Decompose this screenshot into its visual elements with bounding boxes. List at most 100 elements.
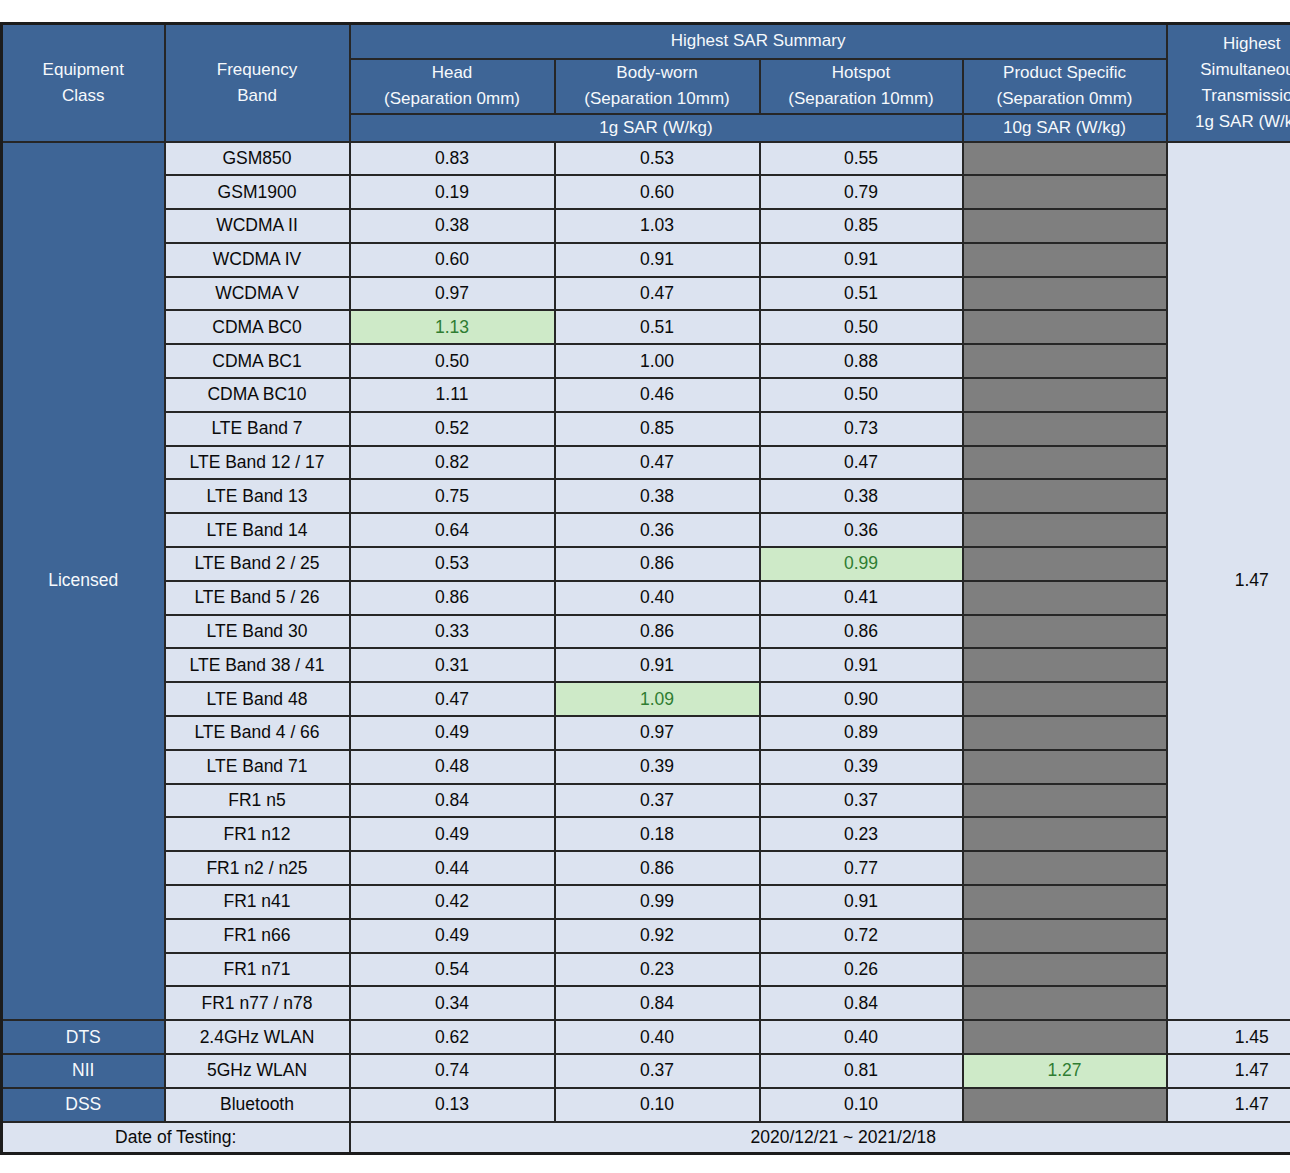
hotspot-sar-cell: 0.47 [760, 446, 963, 480]
table-row: FR1 n77 / n780.340.840.84 [2, 986, 1290, 1020]
body-sar-cell: 0.53 [555, 142, 760, 176]
table-row: NII5GHz WLAN0.740.370.811.271.47 [2, 1054, 1290, 1088]
body-sar-cell: 0.10 [555, 1088, 760, 1122]
product-specific-na-cell [963, 784, 1167, 818]
frequency-band-cell: LTE Band 38 / 41 [165, 648, 350, 682]
head-sar-cell: 0.82 [350, 446, 555, 480]
product-specific-na-cell [963, 953, 1167, 987]
frequency-band-cell: FR1 n41 [165, 885, 350, 919]
head-sar-cell: 0.52 [350, 412, 555, 446]
body-sar-cell: 0.23 [555, 953, 760, 987]
column-separation: (Separation 0mm) [353, 86, 552, 112]
body-sar-cell: 0.85 [555, 412, 760, 446]
hotspot-sar-cell: 0.99 [760, 547, 963, 581]
table-row: FR1 n120.490.180.23 [2, 817, 1290, 851]
table-row: DSSBluetooth0.130.100.101.47 [2, 1088, 1290, 1122]
body-sar-cell: 0.84 [555, 986, 760, 1020]
body-sar-cell: 1.00 [555, 344, 760, 378]
table-row: CDMA BC101.110.460.50 [2, 378, 1290, 412]
product-specific-na-cell [963, 919, 1167, 953]
hotspot-sar-cell: 0.89 [760, 716, 963, 750]
frequency-band-cell: LTE Band 2 / 25 [165, 547, 350, 581]
table-row: DTS2.4GHz WLAN0.620.400.401.45 [2, 1020, 1290, 1054]
product-specific-na-cell [963, 986, 1167, 1020]
product-specific-na-cell [963, 1020, 1167, 1054]
head-sar-cell: 0.49 [350, 919, 555, 953]
table-row: CDMA BC01.130.510.50 [2, 310, 1290, 344]
body-sar-cell: 0.99 [555, 885, 760, 919]
hotspot-sar-cell: 0.88 [760, 344, 963, 378]
table-row: LTE Band 300.330.860.86 [2, 615, 1290, 649]
table-row: LTE Band 70.520.850.73 [2, 412, 1290, 446]
frequency-band-cell: FR1 n77 / n78 [165, 986, 350, 1020]
frequency-band-cell: LTE Band 14 [165, 513, 350, 547]
body-sar-cell: 0.91 [555, 648, 760, 682]
table-row: LTE Band 140.640.360.36 [2, 513, 1290, 547]
hotspot-sar-cell: 0.91 [760, 243, 963, 277]
head-sar-cell: 0.62 [350, 1020, 555, 1054]
hotspot-sar-cell: 0.39 [760, 750, 963, 784]
table-row: WCDMA V0.970.470.51 [2, 277, 1290, 311]
frequency-band-cell: LTE Band 30 [165, 615, 350, 649]
hotspot-sar-cell: 0.79 [760, 175, 963, 209]
hotspot-sar-cell: 0.86 [760, 615, 963, 649]
simultaneous-header-line: Highest [1170, 31, 1290, 57]
product-specific-na-cell [963, 547, 1167, 581]
head-sar-cell: 0.83 [350, 142, 555, 176]
header-row-1: Equipment Class Frequency Band Highest S… [2, 24, 1290, 59]
body-sar-cell: 0.97 [555, 716, 760, 750]
product-specific-na-cell [963, 175, 1167, 209]
body-sar-cell: 0.37 [555, 1054, 760, 1088]
head-sar-cell: 0.97 [350, 277, 555, 311]
date-of-testing-label: Date of Testing: [2, 1122, 350, 1154]
table-row: LTE Band 710.480.390.39 [2, 750, 1290, 784]
frequency-band-cell: FR1 n12 [165, 817, 350, 851]
table-row: LicensedGSM8500.830.530.551.47 [2, 142, 1290, 176]
head-sar-cell: 0.49 [350, 817, 555, 851]
equipment-class-cell: DTS [2, 1020, 165, 1054]
frequency-band-cell: WCDMA V [165, 277, 350, 311]
head-sar-cell: 0.75 [350, 479, 555, 513]
product-specific-na-cell [963, 378, 1167, 412]
highest-sar-summary-table: Equipment Class Frequency Band Highest S… [0, 22, 1290, 1155]
body-sar-cell: 1.03 [555, 209, 760, 243]
head-sar-cell: 0.48 [350, 750, 555, 784]
simultaneous-sar-cell: 1.47 [1167, 142, 1290, 1021]
hotspot-sar-cell: 0.51 [760, 277, 963, 311]
product-specific-na-cell [963, 885, 1167, 919]
product-specific-na-cell [963, 716, 1167, 750]
head-sar-cell: 0.49 [350, 716, 555, 750]
frequency-band-cell: LTE Band 5 / 26 [165, 581, 350, 615]
column-title: Hotspot [763, 60, 960, 86]
hotspot-sar-cell: 0.50 [760, 378, 963, 412]
head-sar-cell: 0.74 [350, 1054, 555, 1088]
head-sar-cell: 0.53 [350, 547, 555, 581]
sar-summary-header: Highest SAR Summary [350, 24, 1167, 59]
product-specific-na-cell [963, 412, 1167, 446]
hotspot-sar-cell: 0.91 [760, 648, 963, 682]
frequency-band-cell: FR1 n66 [165, 919, 350, 953]
equipment-class-cell: DSS [2, 1088, 165, 1122]
body-sar-cell: 0.91 [555, 243, 760, 277]
body-sar-cell: 0.51 [555, 310, 760, 344]
column-separation: (Separation 10mm) [763, 86, 960, 112]
table-row: WCDMA IV0.600.910.91 [2, 243, 1290, 277]
body-sar-cell: 0.40 [555, 581, 760, 615]
body-sar-cell: 0.92 [555, 919, 760, 953]
body-sar-cell: 0.86 [555, 851, 760, 885]
head-sar-cell: 0.31 [350, 648, 555, 682]
product-specific-na-cell [963, 1088, 1167, 1122]
simultaneous-sar-cell: 1.47 [1167, 1088, 1290, 1122]
table-row: FR1 n50.840.370.37 [2, 784, 1290, 818]
head-sar-cell: 1.13 [350, 310, 555, 344]
table-row: LTE Band 2 / 250.530.860.99 [2, 547, 1290, 581]
hotspot-sar-cell: 0.85 [760, 209, 963, 243]
body-sar-cell: 0.39 [555, 750, 760, 784]
head-sar-cell: 0.33 [350, 615, 555, 649]
head-sar-cell: 1.11 [350, 378, 555, 412]
table-row: CDMA BC10.501.000.88 [2, 344, 1290, 378]
product-specific-column-header: Product Specific (Separation 0mm) [963, 59, 1167, 114]
head-column-header: Head (Separation 0mm) [350, 59, 555, 114]
hotspot-sar-cell: 0.91 [760, 885, 963, 919]
product-specific-sar-cell: 1.27 [963, 1054, 1167, 1088]
